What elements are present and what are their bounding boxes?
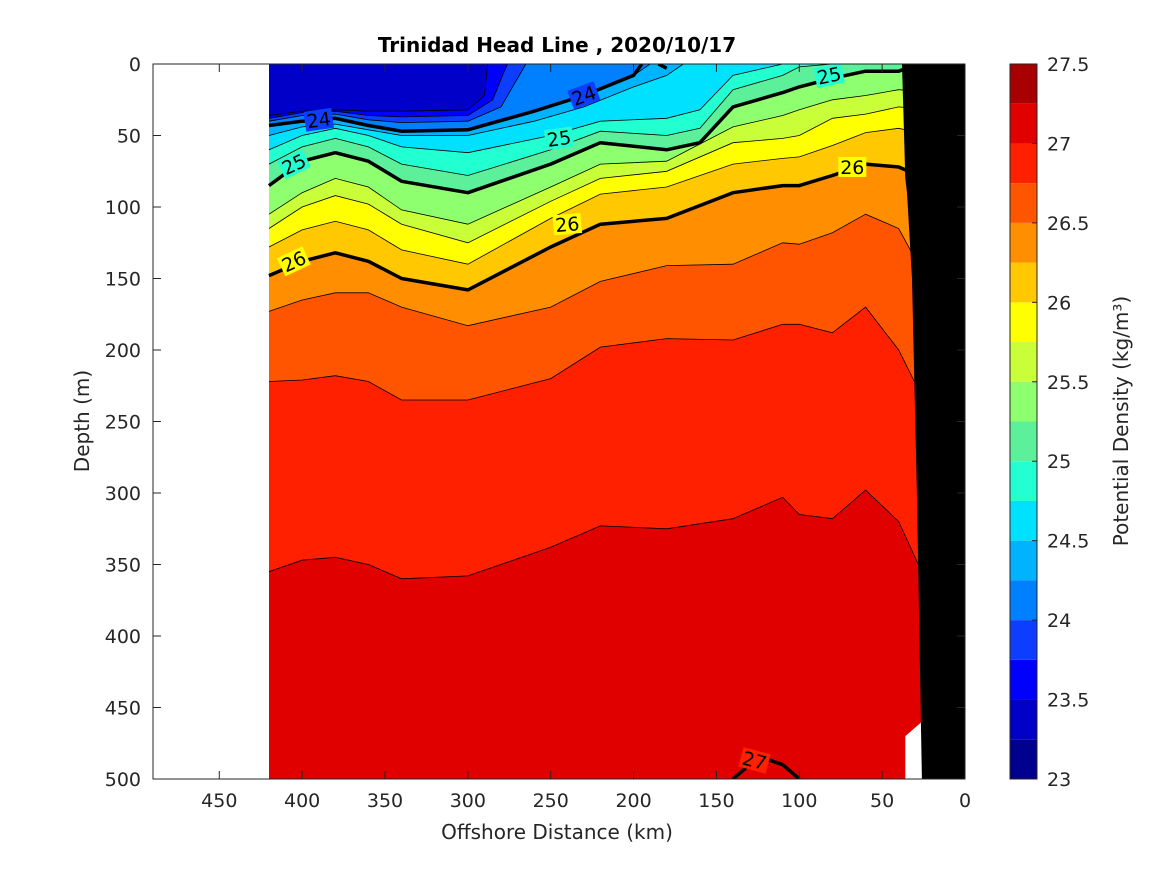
colorbar-segment (1010, 183, 1037, 223)
contour-label: 24 (305, 108, 332, 133)
colorbar-tick-label: 25.5 (1047, 372, 1089, 394)
contour-label-bg (303, 107, 334, 132)
contour-line (268, 489, 924, 580)
contour-label-bg (813, 64, 845, 89)
colorbar-tick-label: 26 (1047, 292, 1071, 314)
y-tick-label: 100 (105, 197, 141, 219)
colorbar-segment (1010, 659, 1037, 700)
y-tick-label: 400 (105, 626, 141, 648)
x-tick-label: 400 (284, 790, 320, 812)
colorbar-tick-label: 25 (1047, 451, 1071, 473)
colorbar-tick-label: 23 (1047, 769, 1071, 791)
colorbar-tick-label: 24.5 (1047, 531, 1089, 553)
y-tick-label: 0 (129, 54, 141, 76)
x-tick-label: 250 (533, 790, 569, 812)
contour-label-bg (552, 212, 583, 236)
contour-line (268, 213, 933, 327)
colorbar-tick-label: 27 (1047, 133, 1071, 155)
colorbar-frame (1009, 63, 1038, 780)
colorbar-segment (1010, 342, 1037, 382)
contour-label-bg (838, 156, 867, 177)
colorbar-tick-label: 26.5 (1047, 213, 1089, 235)
colorbar-segment (1010, 302, 1037, 343)
contour-label-bg (738, 747, 771, 774)
x-tick-label: 0 (959, 790, 971, 812)
contour-label: 26 (554, 213, 580, 237)
x-tick-label: 200 (615, 790, 651, 812)
contour-bands (269, 64, 932, 779)
y-tick-label: 450 (105, 698, 141, 720)
y-tick-label: 350 (105, 555, 141, 577)
colorbar: 27.5 27 26.5 26 25.5 25 24.5 24 23.5 23 (1009, 54, 1089, 791)
colorbar-segment (1010, 580, 1037, 621)
contour-label-bg (543, 126, 575, 151)
colorbar-segment (1010, 620, 1037, 660)
contour-line (268, 64, 783, 154)
contour-line (268, 64, 489, 116)
colorbar-tick-label: 27.5 (1047, 54, 1089, 76)
y-tick-label: 250 (105, 412, 141, 434)
contour-band (269, 64, 488, 116)
contour-line (268, 89, 932, 225)
y-axis-label: Depth (m) (70, 370, 94, 472)
colorbar-label: Potential Density (kg/m³) (1109, 296, 1133, 547)
x-tick-label: 450 (201, 790, 237, 812)
contour-label-bg (276, 246, 311, 277)
x-tick-label: 150 (698, 790, 734, 812)
colorbar-tick-label: 23.5 (1047, 690, 1089, 712)
colorbar-segment (1010, 222, 1037, 263)
colorbar-segment (1010, 262, 1037, 303)
bold-contour-24 (657, 64, 668, 70)
x-tick-label: 350 (367, 790, 403, 812)
colorbar-segment (1010, 103, 1037, 144)
x-tick-label: 50 (870, 790, 894, 812)
colorbar-segment (1010, 64, 1037, 104)
colorbar-segment (1010, 739, 1037, 779)
seafloor (902, 64, 965, 779)
contour-line (268, 64, 833, 176)
y-tick-label: 200 (105, 340, 141, 362)
contour-line (268, 127, 932, 265)
colorbar-segment (1010, 500, 1037, 541)
contour-line (268, 306, 924, 401)
y-tick-label: 300 (105, 483, 141, 505)
contour-label: 26 (840, 157, 864, 179)
colorbar-segment (1010, 699, 1037, 740)
x-axis: 450 400 350 300 250 200 150 100 50 0 (201, 64, 971, 812)
y-tick-label: 500 (105, 769, 141, 791)
chart-title: Trinidad Head Line , 2020/10/17 (378, 33, 736, 57)
contour-label-bg (276, 149, 311, 180)
contour-line (268, 106, 932, 244)
x-axis-label: Offshore Distance (km) (441, 820, 673, 844)
x-tick-label: 100 (781, 790, 817, 812)
contour-label: 25 (815, 63, 843, 90)
y-tick-label: 50 (117, 126, 141, 148)
colorbar-segment (1010, 381, 1037, 422)
colorbar-segment (1010, 143, 1037, 184)
contour-label-bg (567, 81, 601, 110)
colorbar-tick-label: 24 (1047, 610, 1071, 632)
y-axis: 0 50 100 150 200 250 300 350 400 450 500 (105, 54, 965, 791)
x-tick-label: 300 (450, 790, 486, 812)
bathymetry (902, 64, 965, 779)
y-tick-label: 150 (105, 269, 141, 291)
colorbar-segment (1010, 421, 1037, 462)
colorbar-segment (1010, 540, 1037, 581)
colorbar-segment (1010, 461, 1037, 501)
contour-label: 25 (546, 127, 573, 152)
